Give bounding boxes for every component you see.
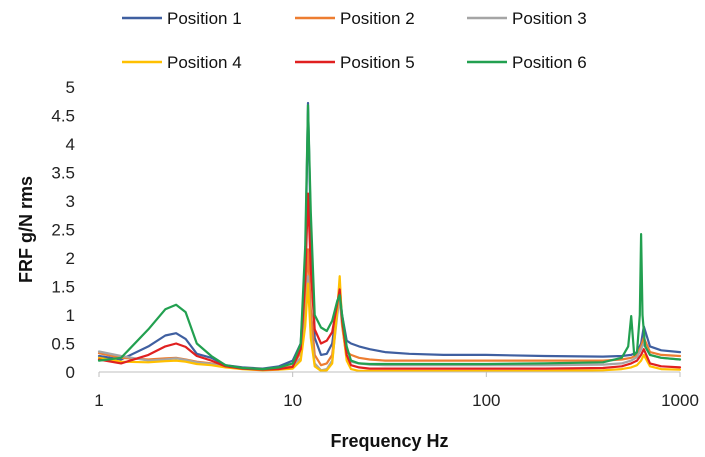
legend-label: Position 6	[512, 53, 587, 72]
x-tick-label: 1000	[661, 391, 699, 410]
y-tick-label: 1.5	[51, 278, 75, 297]
legend: Position 1 Position 2 Position 3 Position 4…	[122, 9, 587, 72]
y-axis-title: FRF g/N rms	[16, 176, 36, 283]
y-tick-label: 2.5	[51, 221, 75, 240]
plot-area	[97, 101, 682, 372]
series-line-position-4	[97, 275, 682, 372]
y-tick-label: 4.5	[51, 107, 75, 126]
legend-label: Position 2	[340, 9, 415, 28]
x-tick-label: 100	[472, 391, 500, 410]
x-axis-title: Frequency Hz	[330, 431, 448, 451]
y-tick-label: 0.5	[51, 335, 75, 354]
legend-label: Position 4	[167, 53, 242, 72]
x-tick-label: 10	[283, 391, 302, 410]
y-tick-label: 3	[66, 192, 75, 211]
legend-label: Position 3	[512, 9, 587, 28]
y-tick-label: 3.5	[51, 164, 75, 183]
series-line-position-5	[97, 192, 682, 371]
y-tick-label: 2	[66, 249, 75, 268]
legend-label: Position 5	[340, 53, 415, 72]
legend-label: Position 1	[167, 9, 242, 28]
y-tick-label: 5	[66, 78, 75, 97]
series-line-position-1	[97, 101, 682, 370]
axes: Frequency Hz FRF g/N rms 0 0.5 1 1.5 2 2.5 3 3.…	[16, 78, 699, 451]
y-tick-label: 1	[66, 306, 75, 325]
y-tick-label: 0	[66, 363, 75, 382]
series-line-position-6	[97, 104, 682, 371]
x-tick-label: 1	[94, 391, 103, 410]
series-line-position-2	[97, 248, 682, 371]
y-tick-label: 4	[66, 135, 75, 154]
